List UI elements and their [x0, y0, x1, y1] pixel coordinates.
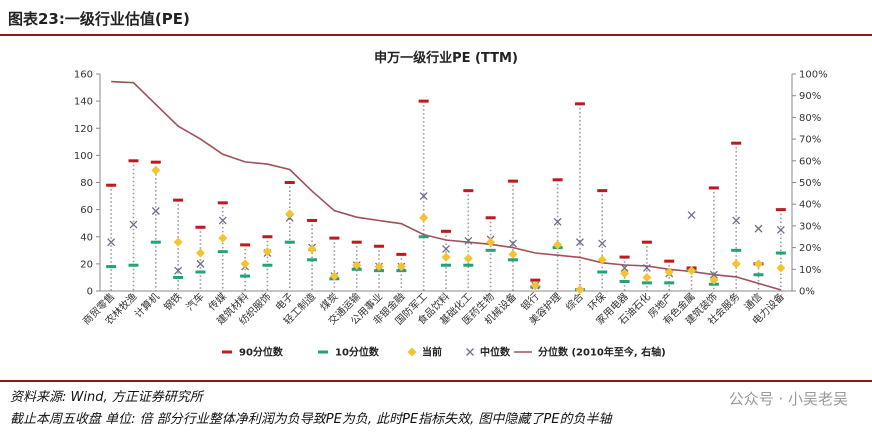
- median-marker: [419, 192, 428, 201]
- right-tick-label: 50%: [799, 178, 821, 189]
- bottom-rule: [0, 380, 872, 382]
- right-tick-label: 40%: [799, 200, 821, 211]
- median-marker: [129, 220, 138, 229]
- right-tick-label: 20%: [799, 243, 821, 254]
- median-marker: [754, 224, 763, 233]
- left-tick-label: 20: [80, 259, 93, 270]
- current-marker: [597, 255, 607, 265]
- left-tick-label: 160: [74, 70, 93, 81]
- median-marker: [196, 259, 205, 268]
- left-tick-label: 40: [80, 232, 93, 243]
- median-marker: [776, 226, 785, 234]
- current-marker: [620, 268, 630, 278]
- legend-current-label: 当前: [422, 346, 442, 359]
- current-marker: [329, 271, 339, 281]
- legend-p10-label: 10分位数: [335, 346, 380, 359]
- category-label: 计算机: [132, 290, 162, 320]
- median-marker: [642, 263, 651, 272]
- right-tick-label: 0%: [799, 287, 815, 298]
- current-marker: [687, 266, 697, 276]
- right-tick-label: 100%: [799, 70, 828, 81]
- median-marker: [174, 266, 183, 275]
- left-tick-label: 60: [80, 205, 93, 216]
- median-marker: [575, 238, 584, 247]
- median-marker: [553, 217, 562, 226]
- watermark: 公众号 · 小吴老吴: [728, 390, 848, 408]
- current-marker: [262, 247, 272, 257]
- current-marker: [352, 260, 362, 270]
- median-marker: [598, 239, 607, 248]
- source-note: 资料来源: Wind, 方正证券研究所: [10, 390, 203, 405]
- left-tick-label: 80: [80, 178, 93, 189]
- median-marker: [732, 216, 741, 225]
- pe-chart: 申万一级行业PE (TTM) 0 20 40 60 80 100 120 140 160 0% 10%…: [74, 50, 828, 359]
- median-marker: [687, 211, 696, 220]
- current-marker: [754, 259, 764, 269]
- figure-title: 图表23:一级行业估值(PE): [8, 10, 190, 28]
- category-label: 钢铁: [161, 290, 184, 313]
- median-marker: [442, 244, 450, 253]
- median-marker: [509, 239, 517, 248]
- right-tick-label: 30%: [799, 221, 821, 232]
- current-marker: [776, 263, 786, 273]
- unit-note: 截止本周五收盘 单位: 倍 部分行业整体净利润为负导致PE为负, 此时PE指标失…: [10, 412, 612, 427]
- current-marker: [195, 248, 205, 258]
- legend-median-swatch: [466, 348, 474, 356]
- median-marker: [107, 238, 116, 247]
- legend-current-swatch: [407, 347, 417, 357]
- current-marker: [218, 233, 228, 243]
- current-marker: [553, 240, 563, 250]
- chart-title: 申万一级行业PE (TTM): [374, 50, 518, 66]
- current-marker: [731, 259, 741, 269]
- current-marker: [575, 285, 585, 295]
- current-marker: [285, 209, 295, 219]
- category-label: 综合: [563, 290, 586, 313]
- left-tick-label: 100: [74, 151, 93, 162]
- current-marker: [530, 281, 540, 291]
- current-marker: [664, 267, 674, 277]
- right-tick-label: 90%: [799, 91, 821, 102]
- current-marker: [441, 252, 451, 262]
- median-marker: [464, 236, 473, 245]
- current-marker: [709, 275, 719, 285]
- current-marker: [508, 249, 518, 259]
- current-marker: [374, 262, 384, 272]
- legend-median-label: 中位数: [480, 346, 511, 359]
- left-tick-label: 140: [74, 97, 93, 108]
- median-marker: [218, 216, 227, 225]
- current-marker: [486, 237, 496, 247]
- current-marker: [642, 272, 652, 282]
- right-tick-label: 10%: [799, 265, 821, 276]
- legend-p90-label: 90分位数: [239, 346, 284, 359]
- current-marker: [396, 262, 406, 272]
- category-label: 汽车: [183, 290, 206, 313]
- current-marker: [419, 213, 429, 223]
- current-marker: [307, 244, 317, 254]
- right-tick-label: 70%: [799, 135, 821, 146]
- median-marker: [709, 270, 718, 279]
- right-tick-label: 60%: [799, 156, 821, 167]
- right-tick-label: 80%: [799, 113, 821, 124]
- median-marker: [151, 207, 160, 215]
- legend-percentile-label: 分位数 (2010年至今, 右轴): [538, 346, 666, 359]
- current-marker: [463, 253, 473, 263]
- left-tick-label: 0: [87, 287, 93, 298]
- current-marker: [151, 165, 161, 175]
- top-rule: [0, 34, 872, 36]
- median-marker: [620, 263, 629, 272]
- current-marker: [173, 237, 183, 247]
- current-marker: [240, 259, 250, 269]
- left-tick-label: 120: [74, 124, 93, 135]
